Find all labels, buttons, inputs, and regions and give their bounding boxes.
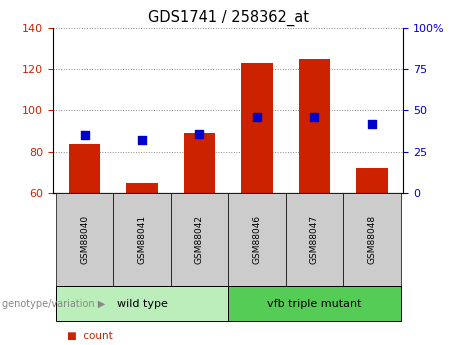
Bar xyxy=(183,133,215,193)
Point xyxy=(81,132,89,138)
Bar xyxy=(126,183,158,193)
Point xyxy=(138,137,146,143)
Text: GSM88048: GSM88048 xyxy=(367,215,376,264)
Bar xyxy=(56,286,228,321)
Bar xyxy=(56,193,113,286)
Bar xyxy=(69,144,100,193)
Text: wild type: wild type xyxy=(117,299,167,308)
Text: ■  count: ■ count xyxy=(67,331,112,341)
Bar xyxy=(228,286,401,321)
Bar xyxy=(299,59,330,193)
Point xyxy=(368,121,375,126)
Text: vfb triple mutant: vfb triple mutant xyxy=(267,299,361,308)
Bar xyxy=(241,63,273,193)
Bar xyxy=(286,193,343,286)
Bar xyxy=(228,193,286,286)
Title: GDS1741 / 258362_at: GDS1741 / 258362_at xyxy=(148,10,309,26)
Point xyxy=(196,131,203,136)
Text: GSM88042: GSM88042 xyxy=(195,215,204,264)
Text: GSM88041: GSM88041 xyxy=(137,215,147,264)
Bar xyxy=(356,168,388,193)
Text: GSM88046: GSM88046 xyxy=(253,215,261,264)
Text: GSM88047: GSM88047 xyxy=(310,215,319,264)
Point xyxy=(253,114,260,120)
Bar xyxy=(113,193,171,286)
Point xyxy=(311,114,318,120)
Bar xyxy=(343,193,401,286)
Text: GSM88040: GSM88040 xyxy=(80,215,89,264)
Text: genotype/variation ▶: genotype/variation ▶ xyxy=(2,299,106,308)
Bar xyxy=(171,193,228,286)
